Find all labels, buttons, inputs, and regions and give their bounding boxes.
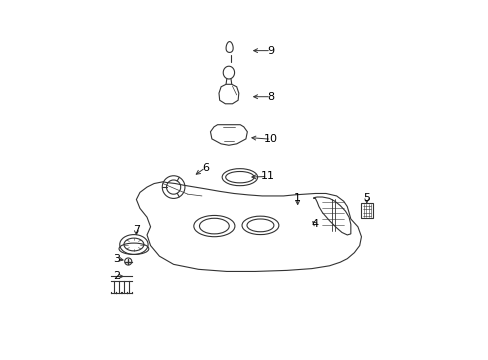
- Text: 11: 11: [260, 171, 274, 181]
- Polygon shape: [225, 41, 233, 53]
- Polygon shape: [219, 84, 238, 104]
- Text: 9: 9: [267, 46, 274, 56]
- Text: 2: 2: [113, 271, 120, 282]
- Text: 7: 7: [133, 225, 140, 235]
- Text: 6: 6: [202, 163, 208, 172]
- Text: 4: 4: [311, 219, 318, 229]
- Polygon shape: [136, 182, 361, 271]
- Text: 8: 8: [267, 92, 274, 102]
- Text: 10: 10: [264, 134, 278, 144]
- Polygon shape: [223, 66, 234, 79]
- Text: 3: 3: [113, 254, 120, 264]
- Text: 1: 1: [294, 193, 301, 203]
- Polygon shape: [210, 125, 247, 145]
- Polygon shape: [313, 197, 350, 235]
- Text: 5: 5: [363, 193, 369, 203]
- Polygon shape: [361, 203, 372, 218]
